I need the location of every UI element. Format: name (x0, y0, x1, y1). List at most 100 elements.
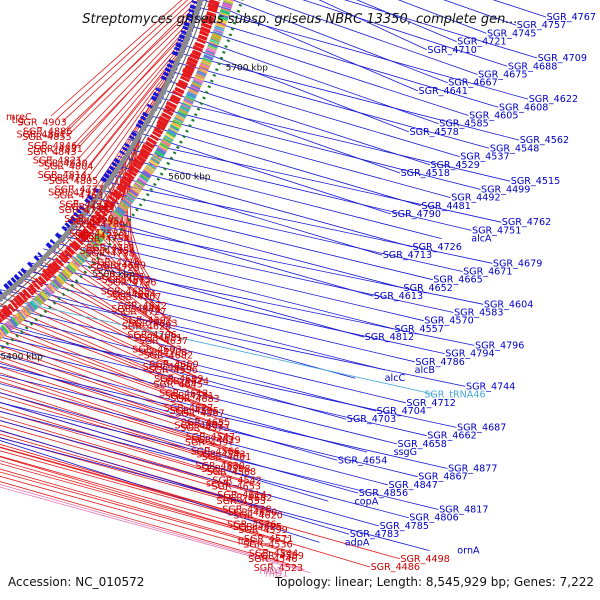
gene-label-left: SGR_4544 (249, 548, 298, 559)
gene-label-left: SGR_4725 (90, 263, 139, 274)
gene-label-right: SGR_4796 (475, 340, 524, 351)
gc-dash (212, 73, 217, 77)
gc-dash (142, 198, 146, 202)
gene-label-left: SGR_4763 (54, 190, 103, 201)
feature-tile (153, 152, 164, 159)
feature-tile (7, 320, 16, 329)
gene-label-left: SGR_4707 (112, 292, 161, 303)
feature-tile (103, 223, 113, 231)
feature-tile (143, 168, 153, 176)
connector-left (0, 345, 220, 425)
feature-tile (220, 7, 231, 13)
feature-tile (65, 266, 74, 275)
feature-tile (193, 77, 204, 83)
feature-tile (152, 155, 162, 162)
feature-tile (117, 204, 127, 213)
connector-left (0, 392, 247, 469)
connector-left (0, 450, 284, 530)
gene-label-left: tig (12, 115, 25, 126)
forward-gene (165, 100, 178, 110)
feature-tile (52, 279, 61, 288)
gene-label-left: rnD2 (259, 566, 282, 577)
gene-label-right: SGR_4499 (481, 184, 530, 195)
gc-dash (210, 79, 214, 83)
forward-gene (172, 90, 183, 98)
gc-dash (79, 274, 83, 279)
feature-tile (216, 19, 227, 25)
gc-dash (70, 283, 75, 288)
gc-dash (163, 167, 167, 171)
feature-tile (105, 220, 115, 229)
gene-label-left: SGR_4620 (233, 510, 282, 521)
feature-tile (128, 189, 138, 197)
feature-tile (158, 144, 168, 152)
gene-label-right: SGR_4687 (457, 422, 506, 433)
feature-tile (197, 68, 208, 74)
feature-tile (133, 183, 143, 191)
gene-label-left: SGR_4637 (139, 336, 188, 347)
feature-tile (0, 331, 5, 338)
forward-gene (40, 272, 50, 282)
connector-left (61, 5, 197, 134)
feature-tile (196, 71, 207, 78)
forward-gene (12, 297, 22, 307)
feature-tile (76, 255, 85, 263)
gc-dash (135, 208, 139, 212)
gc-dash (108, 242, 112, 246)
feature-tile (99, 228, 109, 236)
feature-tile (220, 9, 231, 15)
gene-label-right: SGR_4745 (487, 28, 536, 39)
feature-tile (222, 3, 233, 9)
gene-label-left: SGR_4743 (65, 202, 114, 213)
feature-tile (22, 308, 30, 317)
feature-tile (2, 324, 11, 333)
feature-tile (181, 102, 192, 109)
gc-dash (138, 203, 143, 207)
gene-label-left: SGR_4567 (175, 409, 224, 420)
feature-tile (190, 84, 201, 91)
forward-gene (164, 104, 176, 113)
feature-tile (192, 79, 203, 86)
feature-tile (154, 151, 164, 158)
gene-label-right: SGR_4679 (493, 258, 542, 269)
feature-tile (58, 273, 68, 282)
feature-tile (187, 91, 197, 98)
connector-left (0, 443, 273, 524)
feature-tile (183, 99, 193, 106)
connector-right (0, 345, 397, 445)
feature-tile (218, 13, 229, 19)
gene-label-right: SGR_4710 (427, 45, 476, 56)
gene-label-right: SGR_4767 (547, 12, 596, 23)
feature-tile (40, 291, 49, 300)
connector-left (0, 463, 289, 544)
gene-label-left: SGR_4648 (111, 304, 160, 315)
feature-tile (50, 281, 59, 290)
feature-tile (8, 319, 17, 328)
gene-label-left: SGR_4701 (96, 272, 145, 283)
gene-label-left: SGR_4573 (180, 423, 229, 434)
gc-dash (153, 182, 157, 187)
feature-tile (214, 25, 225, 30)
forward-gene (200, 22, 212, 30)
gc-dash (116, 232, 120, 237)
gene-label-left: SGR_4780 (76, 220, 125, 231)
feature-tile (160, 141, 170, 149)
gene-label-left: SGR_4627 (164, 403, 213, 414)
feature-tile (23, 306, 32, 315)
connector-right (0, 410, 409, 519)
feature-tile (149, 158, 159, 166)
gene-label-right: SGR_4498 (400, 554, 449, 565)
feature-tile (182, 100, 193, 108)
gene-label-left: SGR_4581 (165, 391, 214, 402)
feature-tile (53, 278, 62, 287)
connector-left (125, 141, 134, 239)
gene-label-left: SGR_4582 (223, 493, 272, 504)
gene-label-right: SGR_4703 (347, 414, 396, 425)
genome-summary-text: Topology: linear; Length: 8,545,929 bp; … (274, 575, 594, 589)
gc-dash (159, 172, 164, 176)
gc-dash (123, 223, 128, 227)
forward-gene (65, 245, 76, 256)
gc-dash (236, 9, 241, 13)
feature-tile (82, 248, 91, 256)
gene-label-left: SGR_4903 (17, 118, 66, 129)
